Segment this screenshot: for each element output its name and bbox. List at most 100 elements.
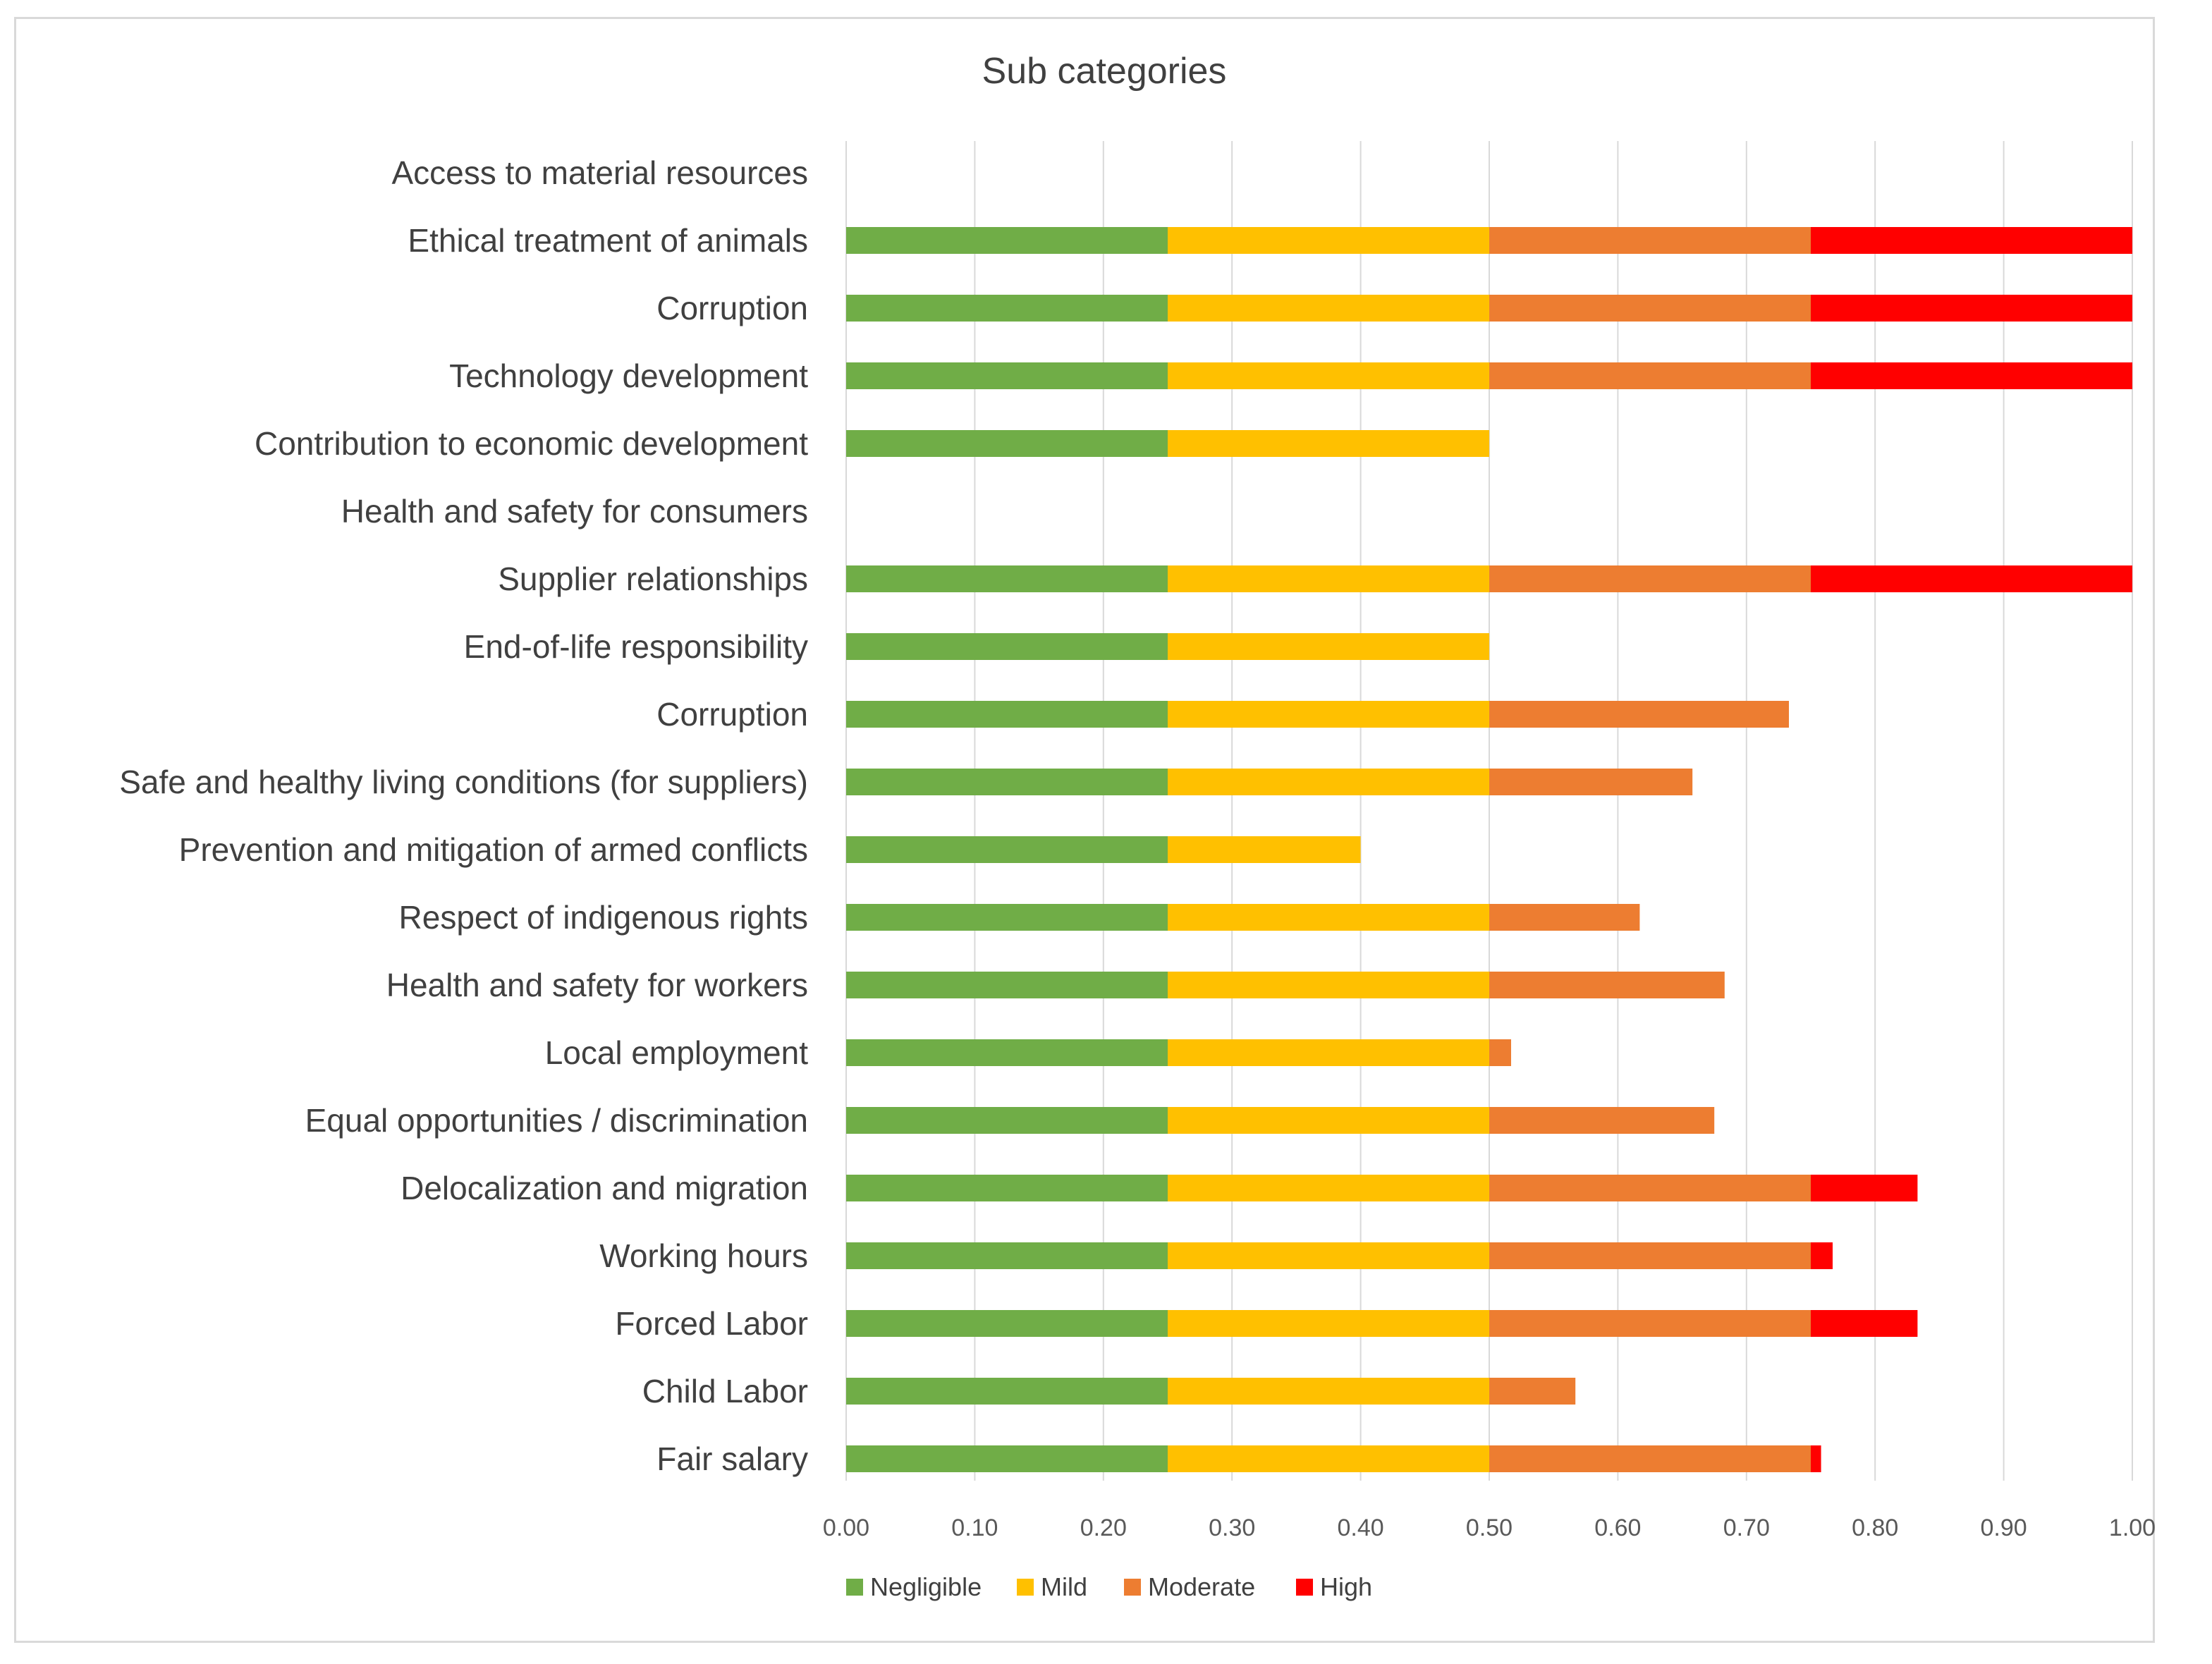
bar-segment-negligible [846,1310,1168,1337]
bar-segment-negligible [846,430,1168,457]
chart-title: Sub categories [982,51,1227,92]
bar-segment-moderate [1489,1445,1811,1472]
bar-segment-moderate [1489,1039,1512,1066]
category-label: Respect of indigenous rights [399,899,808,936]
category-labels: Access to material resources Ethical trea… [119,154,808,1477]
legend-label: Moderate [1148,1572,1255,1601]
bar-segment-mild [1168,1107,1489,1134]
category-label: Local employment [545,1034,809,1071]
bar-segment-moderate [1489,1310,1811,1337]
category-label: Fair salary [656,1440,808,1477]
bar-segment-mild [1168,1242,1489,1269]
category-label: Health and safety for workers [386,967,808,1003]
bar-segment-mild [1168,565,1489,592]
chart-frame [14,17,2155,1643]
x-tick-label: 0.50 [1466,1515,1513,1541]
bar-segment-negligible [846,227,1168,254]
bar-segment-high [1811,565,2132,592]
bar-segment-high [1811,362,2132,389]
bar-segment-moderate [1489,565,1811,592]
bar-segment-moderate [1489,1175,1811,1201]
x-tick-label: 0.30 [1209,1515,1255,1541]
bar-segment-mild [1168,1378,1489,1405]
bar-segment-high [1811,295,2132,322]
bar-segment-negligible [846,1107,1168,1134]
bar-segment-moderate [1489,295,1811,322]
category-label: Child Labor [642,1373,808,1409]
category-label: Contribution to economic development [255,425,808,462]
bar-segment-negligible [846,1039,1168,1066]
gridlines [845,141,2133,1481]
bar-segment-negligible [846,701,1168,728]
legend-swatch [1017,1579,1034,1596]
bar-segment-mild [1168,1310,1489,1337]
bar-segment-moderate [1489,1107,1715,1134]
bar-segment-mild [1168,1445,1489,1472]
legend-label: Mild [1041,1572,1087,1601]
bar-segment-high [1811,1175,1918,1201]
x-tick-label: 0.40 [1338,1515,1384,1541]
bar-segment-high [1811,1310,1918,1337]
bar-segment-negligible [846,295,1168,322]
bar-segment-moderate [1489,1242,1811,1269]
bar-segment-moderate [1489,362,1811,389]
category-label: Technology development [449,357,808,394]
legend-label: High [1320,1572,1372,1601]
bar-segment-mild [1168,701,1489,728]
bar-segment-mild [1168,972,1489,998]
bar-segment-mild [1168,227,1489,254]
legend-swatch [846,1579,863,1596]
bar-segment-moderate [1489,227,1811,254]
legend-swatch [1124,1579,1141,1596]
bar-segment-high [1811,227,2132,254]
category-label: Supplier relationships [498,561,808,597]
category-label: Working hours [599,1237,808,1274]
bar-segment-moderate [1489,1378,1576,1405]
bar-segment-mild [1168,1175,1489,1201]
x-tick-label: 1.00 [2109,1515,2156,1541]
bar-segment-moderate [1489,904,1640,931]
bar-segment-negligible [846,633,1168,660]
category-label: Ethical treatment of animals [408,222,808,259]
bar-segment-mild [1168,836,1361,863]
category-label: Safe and healthy living conditions (for … [119,764,808,800]
x-tick-label: 0.20 [1080,1515,1127,1541]
legend-swatch [1296,1579,1313,1596]
bar-segment-negligible [846,1378,1168,1405]
bar-segment-mild [1168,295,1489,322]
x-tick-label: 0.60 [1594,1515,1641,1541]
bar-segment-moderate [1489,701,1789,728]
legend: Negligible Mild Moderate High [846,1572,1372,1601]
bar-segment-mild [1168,1039,1489,1066]
bar-segment-mild [1168,904,1489,931]
bar-segment-mild [1168,769,1489,795]
bar-segment-negligible [846,565,1168,592]
bar-segment-negligible [846,972,1168,998]
x-axis-tick-labels: 0.00 0.10 0.20 0.30 0.40 0.50 0.60 0.70 0.80 0.90… [823,1515,2156,1541]
category-label: Corruption [656,696,808,733]
x-tick-label: 0.90 [1981,1515,2027,1541]
category-label: Delocalization and migration [401,1170,808,1206]
x-tick-label: 0.80 [1852,1515,1898,1541]
category-label: Equal opportunities / discrimination [305,1102,808,1139]
bar-segment-mild [1168,633,1489,660]
bar-segment-negligible [846,1445,1168,1472]
category-label: Corruption [656,290,808,326]
bar-segment-high [1811,1242,1833,1269]
bar-segment-negligible [846,836,1168,863]
x-tick-label: 0.70 [1723,1515,1770,1541]
x-tick-label: 0.10 [951,1515,998,1541]
x-tick-label: 0.00 [823,1515,869,1541]
bar-segment-negligible [846,1242,1168,1269]
category-label: End-of-life responsibility [464,628,808,665]
bars [846,227,2132,1472]
category-label: Prevention and mitigation of armed confl… [179,831,808,868]
bar-segment-moderate [1489,769,1693,795]
bar-segment-negligible [846,769,1168,795]
category-label: Forced Labor [615,1305,808,1342]
bar-segment-moderate [1489,972,1725,998]
bar-segment-negligible [846,1175,1168,1201]
bar-segment-negligible [846,904,1168,931]
bar-segment-high [1811,1445,1821,1472]
